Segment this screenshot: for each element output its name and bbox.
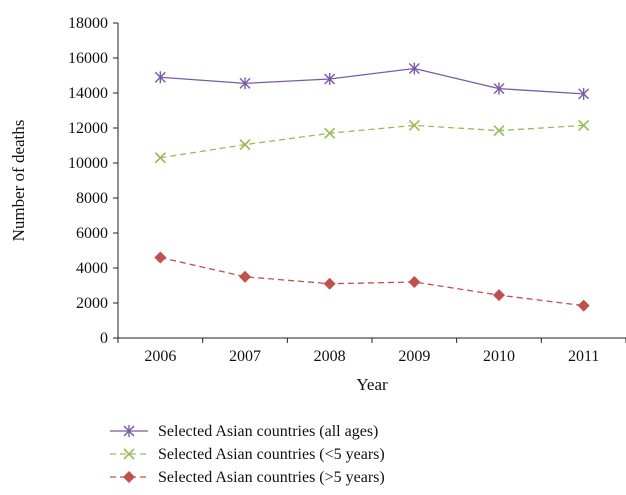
data-point <box>154 71 166 84</box>
legend-marker <box>123 471 135 483</box>
y-tick-label: 4000 <box>76 260 108 277</box>
series-line <box>160 124 584 159</box>
legend-marker <box>123 448 135 460</box>
data-point <box>239 139 251 151</box>
marker-stroke <box>239 139 251 151</box>
series-line <box>160 256 584 307</box>
x-tick-label: 2008 <box>314 348 346 365</box>
legend-label: Selected Asian countries (all ages) <box>158 423 378 440</box>
marker-stroke <box>154 152 166 164</box>
data-point <box>154 251 167 264</box>
data-point <box>493 289 505 302</box>
x-tick-label: 2009 <box>398 348 430 365</box>
y-axis-title: Number of deaths <box>9 120 28 242</box>
data-point <box>324 127 336 139</box>
marker-shape <box>154 251 167 264</box>
legend-item: Selected Asian countries (>5 years) <box>110 469 385 486</box>
data-point <box>578 119 590 131</box>
y-tick-label: 16000 <box>68 50 108 67</box>
marker-stroke <box>493 125 505 137</box>
marker-shape <box>408 276 421 288</box>
data-point <box>323 277 336 290</box>
data-point <box>154 152 166 164</box>
marker-shape <box>577 299 590 312</box>
series-2 <box>154 119 590 164</box>
data-point <box>408 276 421 288</box>
axes: 0 2000 4000 6000 8000 10000 12000 14000 16000 180… <box>68 15 626 365</box>
x-tick-label: 2010 <box>483 348 515 365</box>
data-point <box>324 73 336 85</box>
x-tick-label: 2007 <box>229 348 261 365</box>
data-point <box>493 125 505 137</box>
y-tick-label: 2000 <box>76 295 108 312</box>
legend-item: Selected Asian countries (all ages) <box>110 423 378 440</box>
series-line <box>160 67 584 95</box>
x-tick-label: 2011 <box>568 348 599 365</box>
data-point <box>577 299 590 312</box>
marker-shape <box>239 270 251 283</box>
marker-stroke <box>408 119 420 131</box>
data-point <box>408 62 420 75</box>
y-tick-label: 14000 <box>68 85 108 102</box>
data-point <box>239 77 251 90</box>
marker-stroke <box>578 119 590 131</box>
data-point <box>239 270 251 283</box>
x-axis-title: Year <box>356 375 388 394</box>
data-point <box>578 87 590 100</box>
data-point <box>408 119 420 131</box>
marker-stroke <box>324 127 336 139</box>
y-tick-label: 0 <box>100 330 108 347</box>
marker-shape <box>493 289 505 302</box>
x-tick-label: 2006 <box>144 348 176 365</box>
y-tick-label: 10000 <box>68 155 108 172</box>
legend-item: Selected Asian countries (<5 years) <box>110 446 385 463</box>
legend-label: Selected Asian countries (>5 years) <box>158 469 385 486</box>
series-1 <box>154 62 590 100</box>
series-3 <box>154 251 590 312</box>
y-tick-label: 18000 <box>68 15 108 32</box>
series-layer <box>154 62 590 312</box>
marker-shape <box>123 471 135 483</box>
data-point <box>493 82 505 95</box>
marker-shape <box>323 277 336 290</box>
y-tick-label: 8000 <box>76 190 108 207</box>
y-tick-label: 6000 <box>76 225 108 242</box>
marker-stroke <box>123 448 135 460</box>
y-tick-label: 12000 <box>68 120 108 137</box>
legend: Selected Asian countries (all ages) Selec… <box>110 423 385 486</box>
legend-label: Selected Asian countries (<5 years) <box>158 446 385 463</box>
legend-marker <box>123 425 135 437</box>
